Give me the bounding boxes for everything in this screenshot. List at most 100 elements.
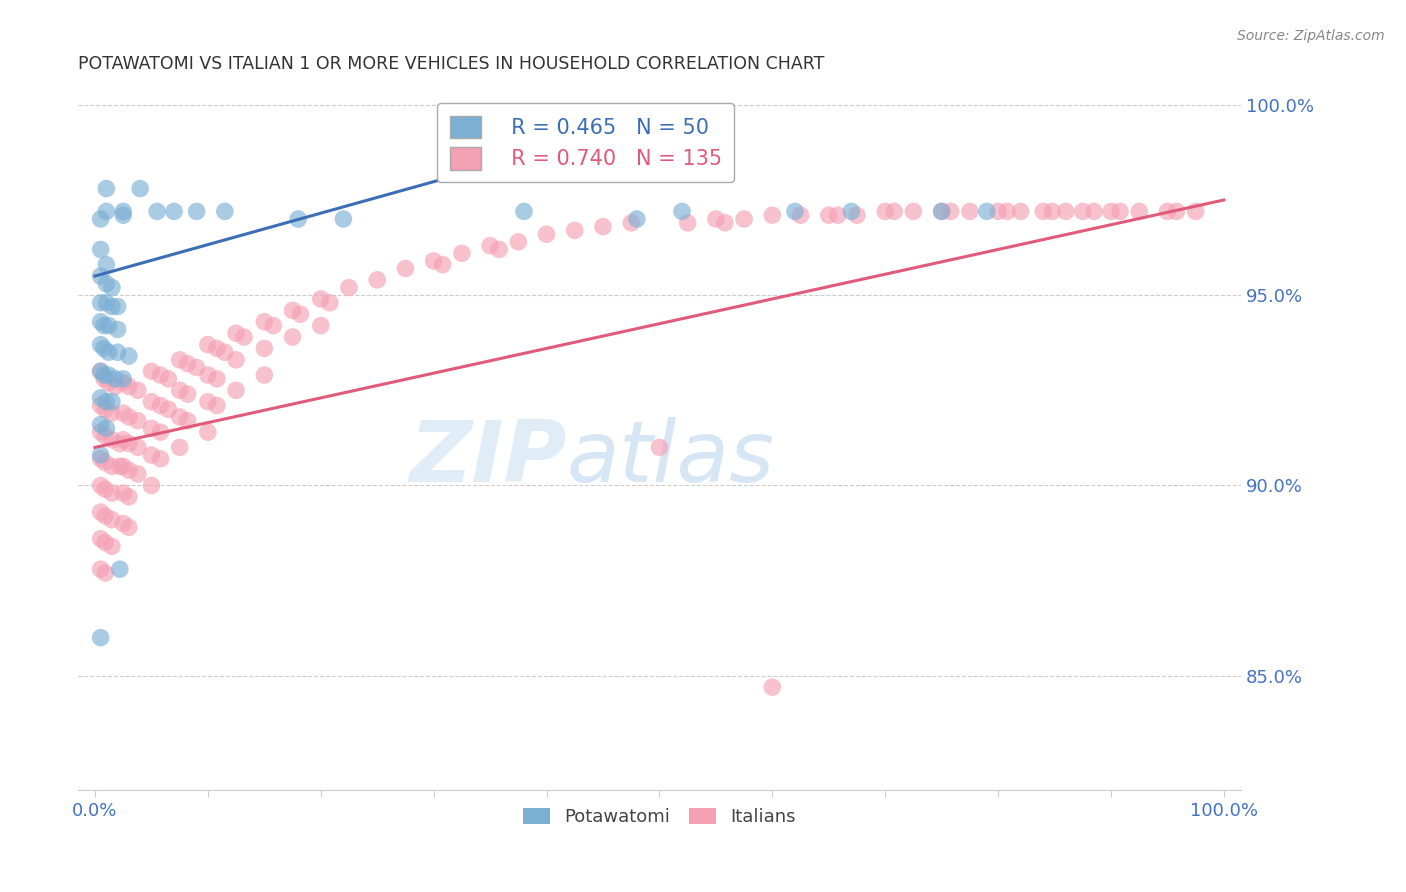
Point: [101, 280, 124, 294]
Point: [1109, 204, 1132, 219]
Point: [205, 372, 228, 386]
Point: [141, 394, 163, 409]
Point: [394, 261, 416, 276]
Text: POTAWATOMI VS ITALIAN 1 OR MORE VEHICLES IN HOUSEHOLD CORRELATION CHART: POTAWATOMI VS ITALIAN 1 OR MORE VEHICLES…: [79, 55, 824, 73]
Point: [1156, 204, 1178, 219]
Point: [101, 300, 124, 314]
Point: [96, 394, 118, 409]
Point: [90, 478, 112, 492]
Point: [309, 292, 332, 306]
Point: [90, 315, 112, 329]
Point: [90, 391, 112, 405]
Point: [995, 204, 1018, 219]
Text: atlas: atlas: [567, 417, 775, 500]
Point: [112, 204, 135, 219]
Point: [176, 357, 198, 371]
Legend: Potawatomi, Italians: Potawatomi, Italians: [516, 801, 803, 834]
Point: [432, 258, 454, 272]
Point: [112, 406, 135, 420]
Point: [94, 535, 117, 549]
Point: [112, 516, 135, 531]
Point: [94, 402, 117, 417]
Point: [281, 303, 304, 318]
Point: [93, 342, 115, 356]
Point: [97, 376, 120, 390]
Point: [987, 204, 1010, 219]
Point: [319, 295, 342, 310]
Point: [287, 212, 309, 227]
Text: Source: ZipAtlas.com: Source: ZipAtlas.com: [1237, 29, 1385, 43]
Point: [118, 409, 141, 424]
Point: [704, 212, 727, 227]
Point: [127, 384, 149, 398]
Point: [149, 368, 172, 382]
Point: [97, 368, 120, 382]
Point: [118, 379, 141, 393]
Point: [214, 345, 236, 359]
Point: [90, 295, 112, 310]
Point: [169, 441, 191, 455]
Point: [592, 219, 614, 234]
Point: [366, 273, 388, 287]
Point: [1128, 204, 1150, 219]
Point: [129, 181, 152, 195]
Point: [146, 204, 169, 219]
Point: [157, 402, 180, 417]
Point: [648, 441, 671, 455]
Point: [90, 212, 112, 227]
Point: [817, 208, 839, 222]
Point: [671, 204, 693, 219]
Point: [225, 384, 247, 398]
Point: [176, 414, 198, 428]
Point: [101, 406, 124, 420]
Point: [149, 425, 172, 439]
Point: [332, 212, 354, 227]
Point: [94, 482, 117, 496]
Point: [1040, 204, 1063, 219]
Point: [827, 208, 849, 222]
Point: [101, 513, 124, 527]
Point: [141, 448, 163, 462]
Point: [108, 436, 131, 450]
Point: [214, 204, 236, 219]
Point: [118, 463, 141, 477]
Point: [197, 425, 219, 439]
Point: [761, 680, 783, 694]
Point: [97, 345, 120, 359]
Point: [761, 208, 783, 222]
Point: [169, 409, 191, 424]
Point: [149, 451, 172, 466]
Text: ZIP: ZIP: [409, 417, 567, 500]
Point: [118, 349, 141, 363]
Point: [90, 417, 112, 432]
Point: [118, 520, 141, 534]
Point: [104, 372, 127, 386]
Point: [90, 448, 112, 462]
Point: [149, 399, 172, 413]
Point: [931, 204, 953, 219]
Point: [281, 330, 304, 344]
Point: [789, 208, 811, 222]
Point: [90, 399, 112, 413]
Point: [903, 204, 925, 219]
Point: [112, 486, 135, 500]
Point: [112, 208, 135, 222]
Point: [96, 277, 118, 291]
Point: [783, 204, 806, 219]
Point: [197, 337, 219, 351]
Point: [564, 223, 586, 237]
Point: [262, 318, 284, 333]
Point: [118, 436, 141, 450]
Point: [1166, 204, 1188, 219]
Point: [141, 421, 163, 435]
Point: [1032, 204, 1054, 219]
Point: [197, 394, 219, 409]
Point: [107, 322, 129, 336]
Point: [101, 539, 124, 553]
Point: [479, 238, 502, 252]
Point: [112, 433, 135, 447]
Point: [733, 212, 755, 227]
Point: [90, 337, 112, 351]
Point: [90, 243, 112, 257]
Point: [253, 368, 276, 382]
